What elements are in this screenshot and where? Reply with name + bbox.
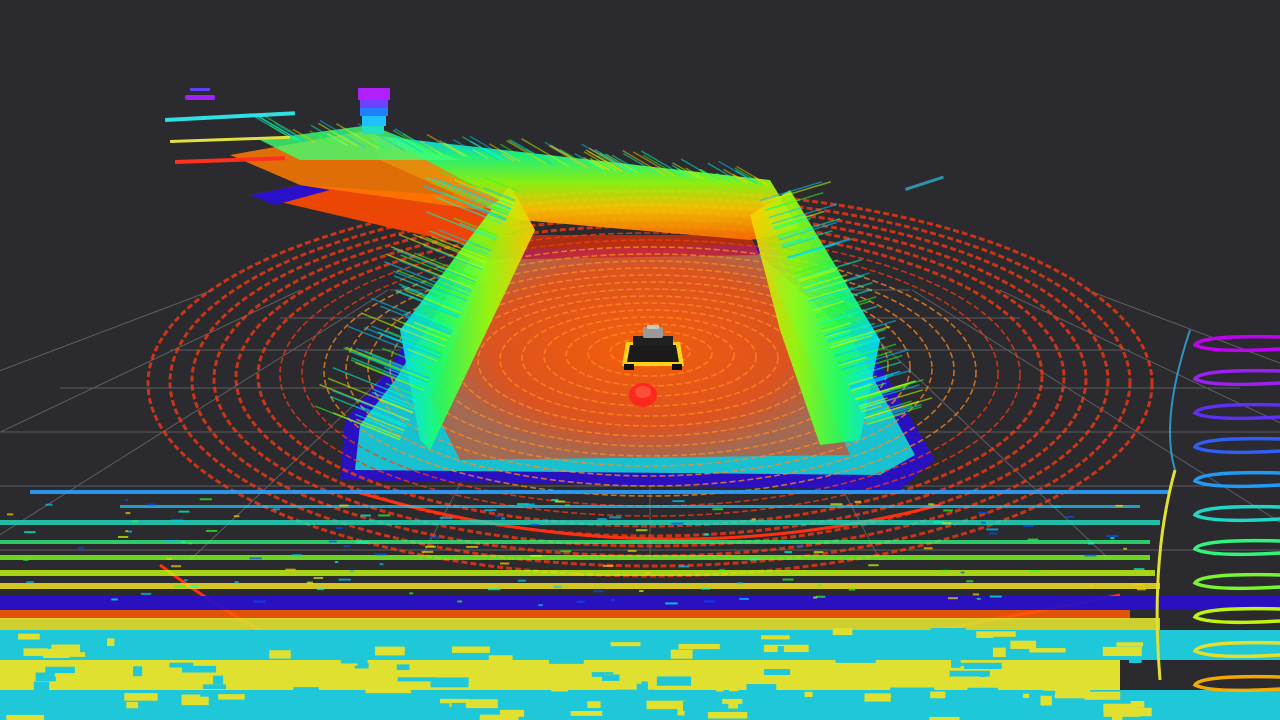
point-streaks xyxy=(248,112,933,441)
corridor-walls xyxy=(230,125,880,450)
far-scan-strips xyxy=(165,88,944,191)
right-helix-points xyxy=(1155,329,1280,693)
goal-marker xyxy=(629,383,657,407)
robot-icon xyxy=(622,325,684,370)
foreground-scan-bands xyxy=(0,490,1280,720)
